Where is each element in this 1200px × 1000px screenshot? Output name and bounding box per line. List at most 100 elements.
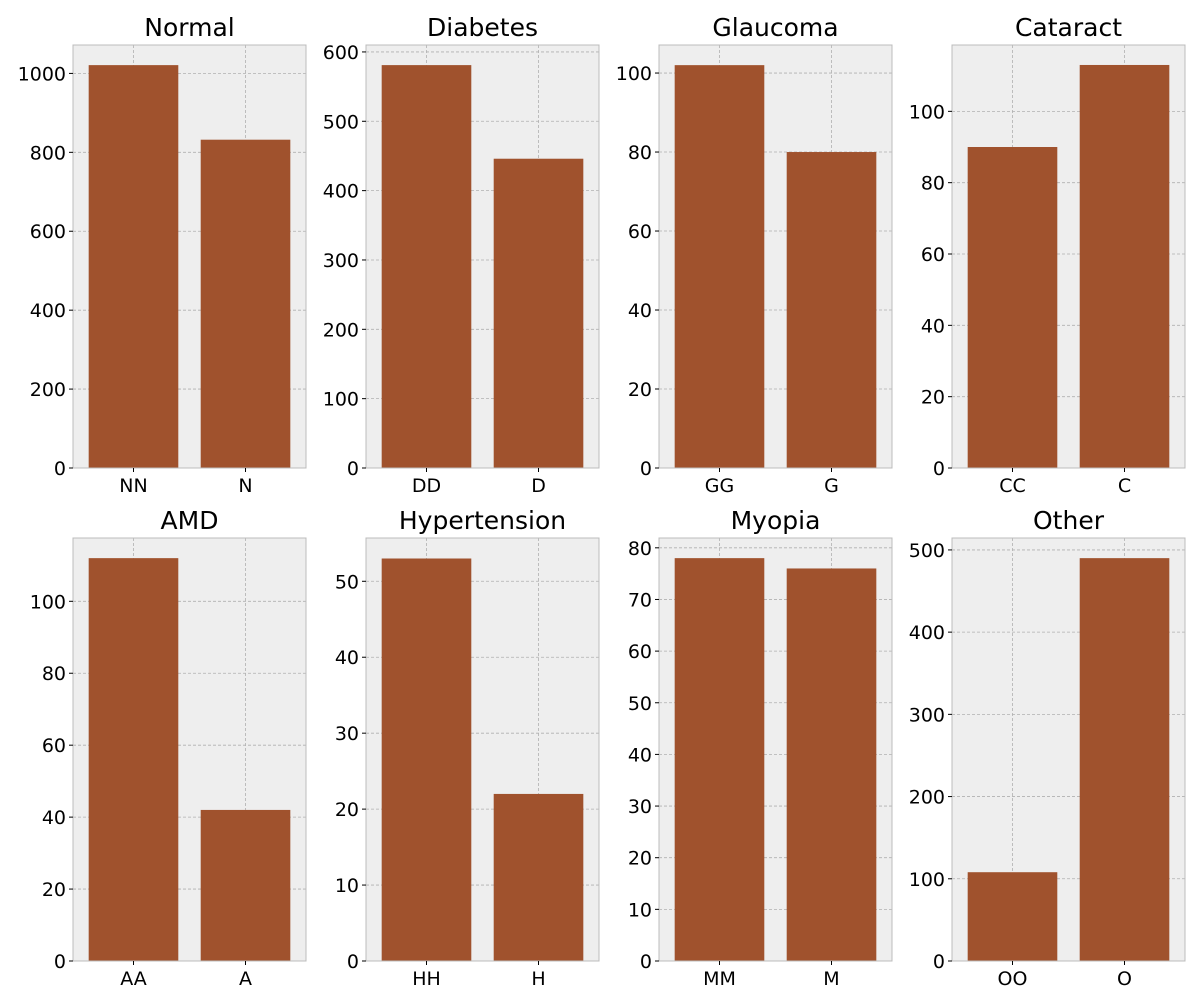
x-tick-label: G: [824, 475, 839, 497]
y-tick-label: 30: [335, 723, 359, 745]
bar-d: [493, 158, 584, 468]
y-tick-label: 80: [628, 142, 652, 164]
y-tick-label: 60: [42, 735, 66, 757]
x-tick-label: D: [531, 475, 546, 497]
bar-mm: [674, 558, 765, 961]
x-tick-label: C: [1118, 475, 1131, 497]
y-tick-label: 100: [616, 63, 652, 85]
y-tick-label: 80: [42, 663, 66, 685]
bar-c: [1079, 64, 1170, 468]
y-tick-label: 600: [30, 221, 66, 243]
bar-hh: [381, 558, 472, 961]
y-tick-label: 400: [909, 622, 945, 644]
y-tick-label: 0: [933, 458, 945, 480]
axes-frame: [658, 44, 893, 469]
y-tick-label: 80: [628, 538, 652, 560]
y-tick-label: 60: [628, 221, 652, 243]
x-tick-label: H: [531, 968, 545, 990]
y-tick-label: 20: [628, 848, 652, 870]
bar-gg: [674, 65, 765, 469]
y-tick-label: 0: [640, 951, 652, 973]
y-tick-label: 50: [628, 693, 652, 715]
y-tick-label: 1000: [18, 63, 66, 85]
x-tick-label: OO: [998, 968, 1028, 990]
y-tick-label: 40: [42, 807, 66, 829]
y-tick-label: 0: [54, 951, 66, 973]
bar-n: [200, 139, 291, 469]
x-tick-label: HH: [412, 968, 441, 990]
y-tick-label: 40: [921, 315, 945, 337]
y-tick-label: 500: [909, 540, 945, 562]
y-tick-label: 200: [909, 787, 945, 809]
bar-aa: [88, 558, 179, 961]
y-tick-label: 60: [921, 244, 945, 266]
y-tick-label: 200: [323, 319, 359, 341]
y-tick-label: 0: [54, 458, 66, 480]
y-tick-label: 60: [628, 641, 652, 663]
axes-frame: [951, 44, 1186, 469]
axes-frame: [658, 537, 893, 962]
y-tick-label: 0: [347, 951, 359, 973]
chart-title: Cataract: [1015, 13, 1122, 42]
y-tick-label: 500: [323, 111, 359, 133]
bar-oo: [967, 872, 1058, 961]
x-tick-label: N: [238, 475, 252, 497]
axes-frame: [72, 44, 307, 469]
x-tick-label: DD: [412, 475, 441, 497]
y-tick-label: 600: [323, 42, 359, 64]
x-tick-label: CC: [999, 475, 1026, 497]
axes-frame: [365, 44, 600, 469]
y-tick-label: 800: [30, 142, 66, 164]
y-tick-label: 40: [335, 647, 359, 669]
y-tick-label: 0: [347, 458, 359, 480]
y-tick-label: 40: [628, 744, 652, 766]
x-tick-label: O: [1117, 968, 1132, 990]
y-tick-label: 300: [909, 704, 945, 726]
y-tick-label: 70: [628, 589, 652, 611]
chart-title: Normal: [144, 13, 234, 42]
y-tick-label: 100: [909, 869, 945, 891]
chart-title: Myopia: [731, 506, 821, 535]
y-tick-label: 400: [323, 181, 359, 203]
x-tick-label: A: [239, 968, 252, 990]
y-tick-label: 10: [335, 875, 359, 897]
bar-dd: [381, 65, 472, 468]
bar-cc: [967, 147, 1058, 468]
bar-h: [493, 793, 584, 961]
axes-frame: [72, 537, 307, 962]
bar-a: [200, 809, 291, 961]
y-tick-label: 0: [640, 458, 652, 480]
chart-title: Glaucoma: [712, 13, 838, 42]
chart-title: Other: [1033, 506, 1105, 535]
y-tick-label: 100: [323, 389, 359, 411]
bar-o: [1079, 558, 1170, 961]
y-tick-label: 40: [628, 300, 652, 322]
axes-frame: [365, 537, 600, 962]
y-tick-label: 10: [628, 899, 652, 921]
y-tick-label: 20: [335, 799, 359, 821]
y-tick-label: 30: [628, 796, 652, 818]
y-tick-label: 100: [909, 101, 945, 123]
bar-nn: [88, 65, 179, 468]
y-tick-label: 300: [323, 250, 359, 272]
bar-g: [786, 152, 877, 468]
chart-title: AMD: [161, 506, 219, 535]
x-tick-label: AA: [120, 968, 147, 990]
y-tick-label: 0: [933, 951, 945, 973]
bar-m: [786, 568, 877, 961]
chart-title: Diabetes: [427, 13, 538, 42]
x-tick-label: NN: [119, 475, 147, 497]
y-tick-label: 200: [30, 379, 66, 401]
x-tick-label: MM: [703, 968, 736, 990]
y-tick-label: 20: [628, 379, 652, 401]
y-tick-label: 80: [921, 173, 945, 195]
